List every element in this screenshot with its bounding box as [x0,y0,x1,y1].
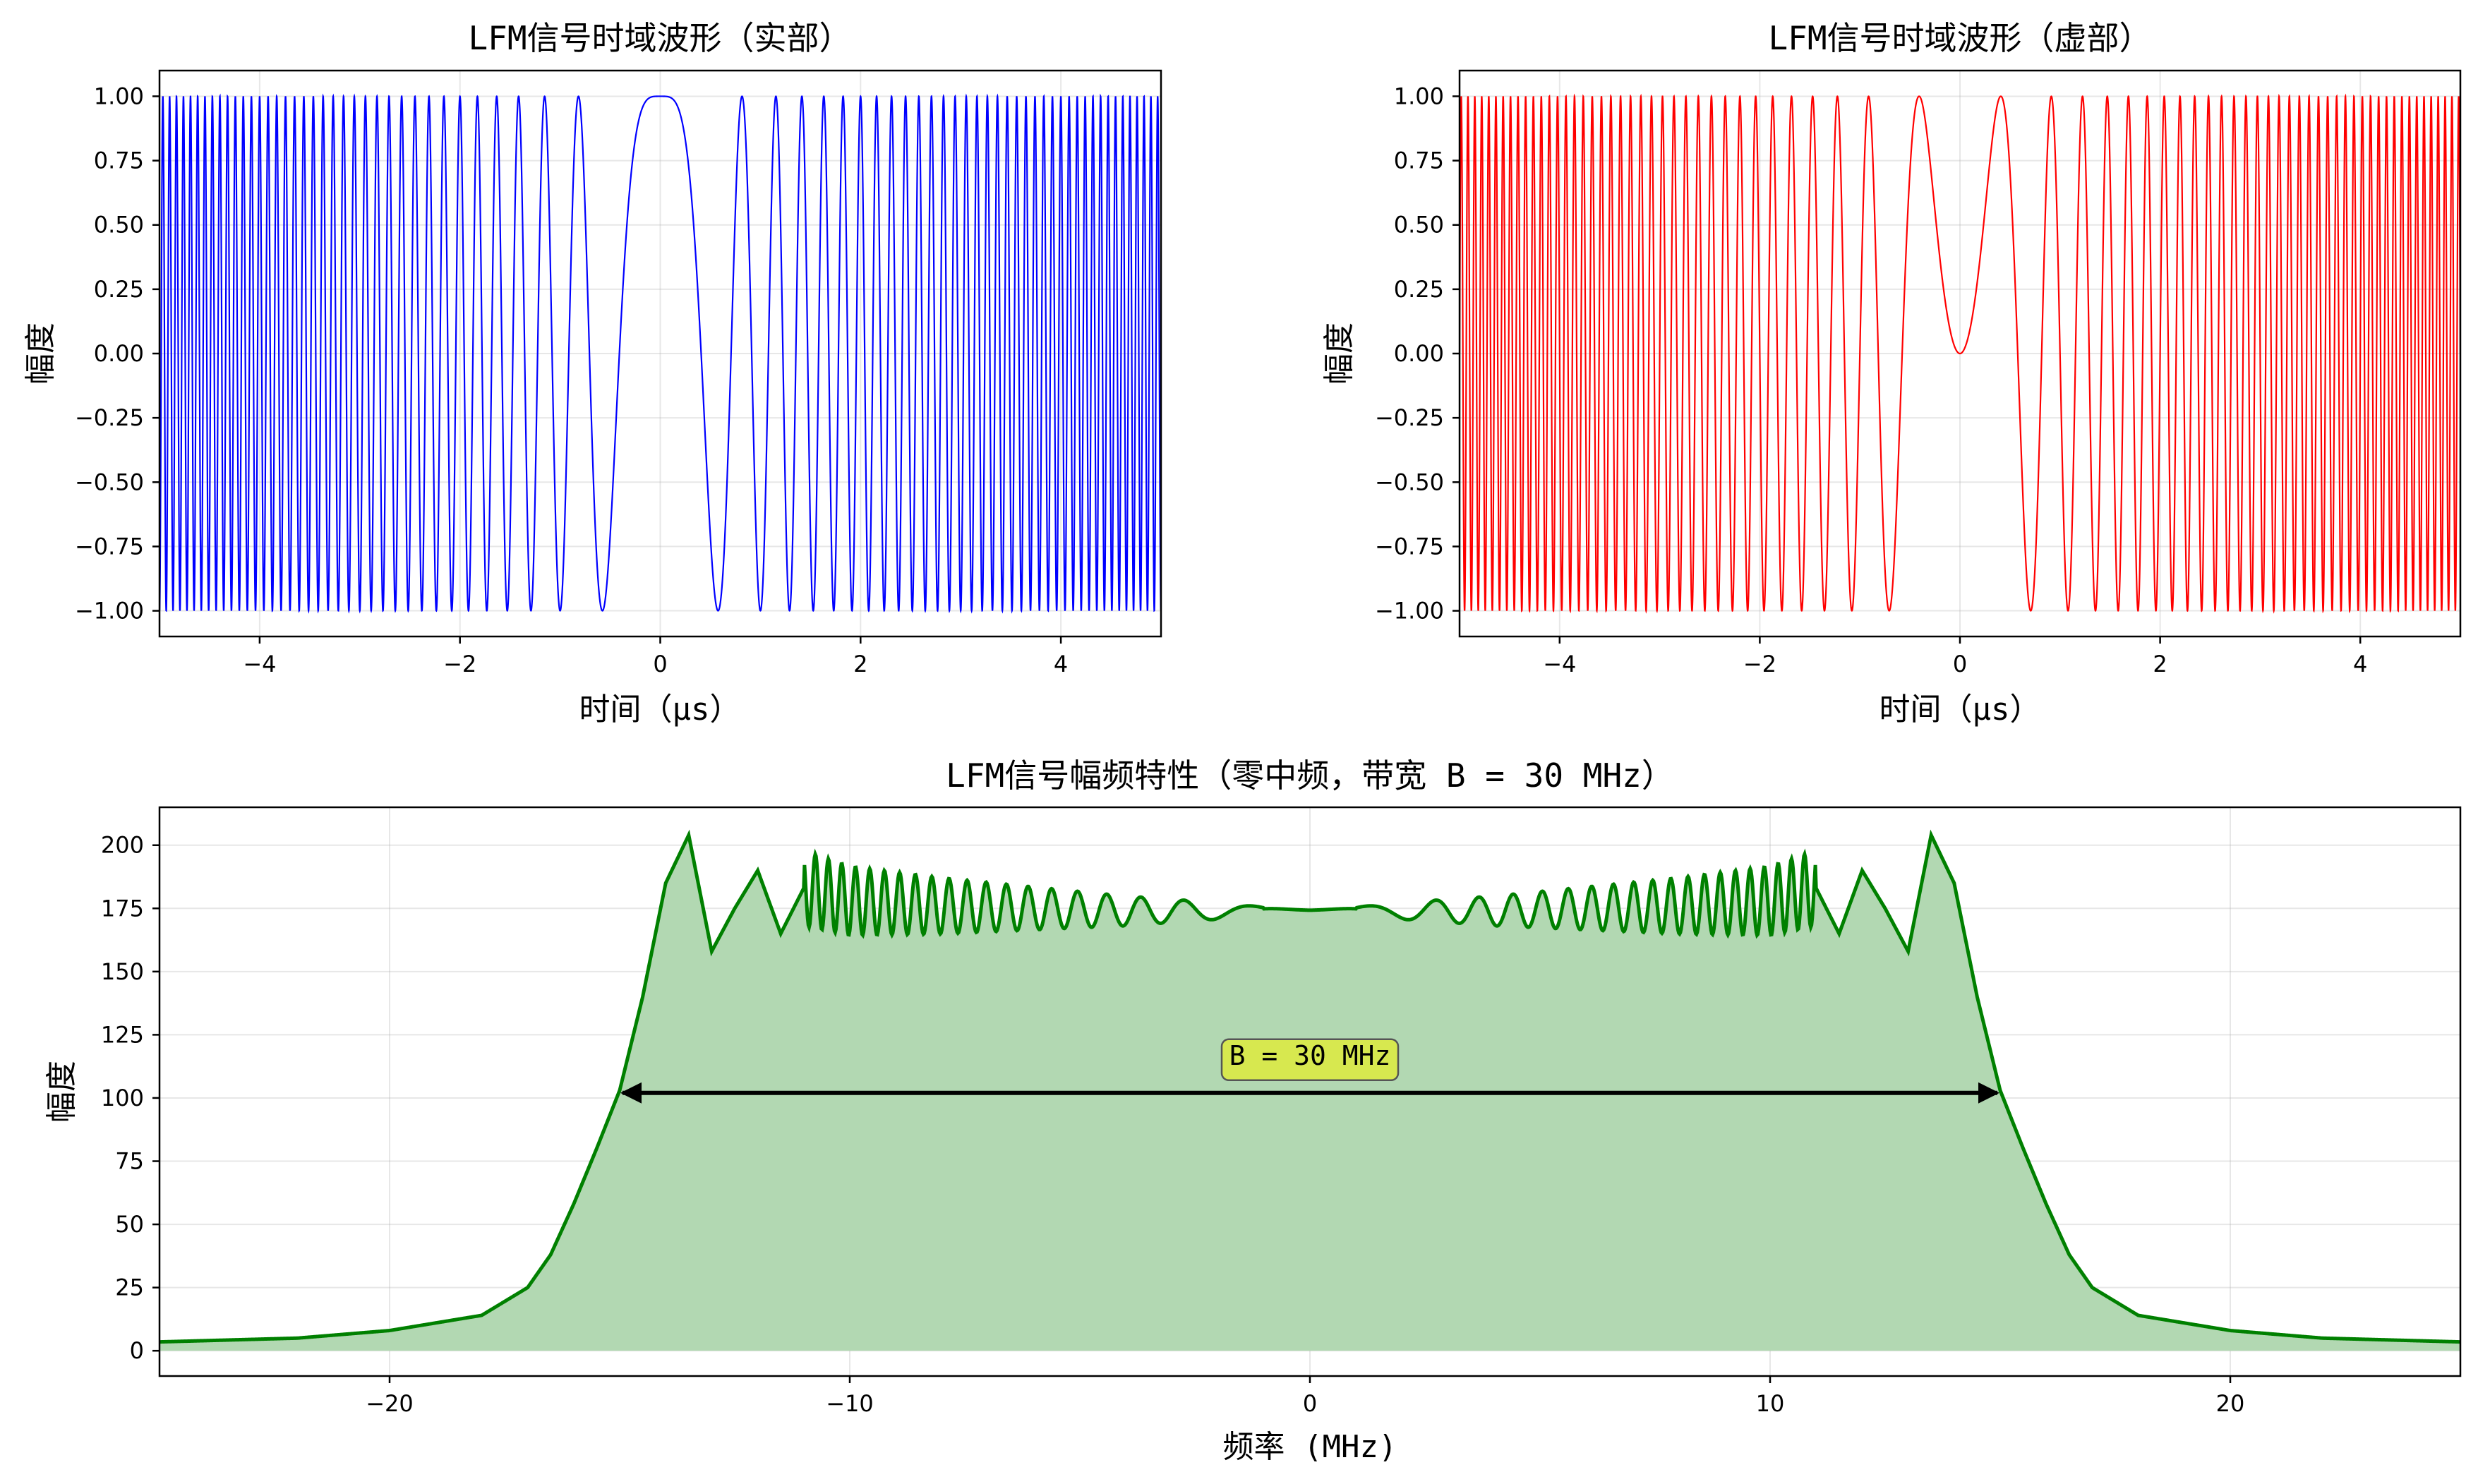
y-tick-label: −0.25 [75,404,144,431]
spectrum-title: LFM信号幅频特性（零中频，带宽 B = 30 MHz） [946,756,1674,795]
y-tick-label: −0.75 [75,533,144,560]
x-tick-label: 2 [2153,651,2167,677]
spectrum-xlabel: 频率 (MHz) [1223,1429,1397,1465]
x-tick-label: −20 [366,1390,414,1417]
y-tick-label: 50 [115,1211,144,1238]
y-tick-label: −0.75 [1375,533,1444,560]
y-tick-label: −0.50 [75,469,144,495]
bandwidth-label: B = 30 MHz [1220,1038,1400,1082]
y-tick-label: 0 [130,1337,144,1364]
imag-part-panel: −4 −2 0 2 4 1.00 0.75 0.50 0.25 0.00 −0.25 −0.50 −0.… [1321,19,2462,728]
real-part-ticks: −4 −2 0 2 4 1.00 0.75 0.50 0.25 0.00 −0.25 −0.50 −0.… [75,83,1068,677]
real-part-ylabel: 幅度 [23,322,59,385]
y-tick-label: 0.00 [1394,340,1444,367]
y-tick-label: 0.75 [1394,147,1444,174]
x-tick-label: 0 [653,651,667,677]
y-tick-label: 175 [101,895,144,922]
spectrum-ticks: −20 −10 0 10 20 200 175 150 125 100 75 50 25 0 [101,832,2244,1417]
y-tick-label: 125 [101,1021,144,1048]
y-tick-label: 1.00 [94,83,144,109]
y-tick-label: 0.75 [94,147,144,174]
real-part-waveform [160,93,1161,614]
x-tick-label: 4 [1054,651,1068,677]
real-part-title: LFM信号时域波形（实部） [468,19,851,57]
y-tick-label: 0.50 [94,212,144,239]
y-tick-label: 0.00 [94,340,144,367]
y-tick-label: −1.00 [1375,598,1444,625]
x-tick-label: 0 [1303,1390,1317,1417]
x-tick-label: 0 [1953,651,1967,677]
x-tick-label: 20 [2216,1390,2245,1417]
x-tick-label: −4 [1543,651,1576,677]
bandwidth-label-box [1220,1038,1400,1082]
y-tick-label: −0.50 [1375,469,1444,495]
x-tick-label: −10 [826,1390,874,1417]
y-tick-label: 75 [115,1148,144,1175]
y-tick-label: −0.25 [1375,404,1444,431]
x-tick-label: −4 [243,651,276,677]
y-tick-label: 1.00 [1394,83,1444,109]
x-tick-label: 4 [2353,651,2367,677]
x-tick-label: 10 [1756,1390,1785,1417]
x-tick-label: −2 [1743,651,1776,677]
spectrum-line [160,829,2460,1344]
x-tick-label: 2 [853,651,867,677]
y-tick-label: 0.50 [1394,212,1444,239]
real-part-panel: −4 −2 0 2 4 1.00 0.75 0.50 0.25 0.00 −0.25 −0.50 −0.… [23,19,1162,728]
real-part-xlabel: 时间（μs） [579,692,741,728]
imag-part-ylabel: 幅度 [1321,322,1357,385]
y-tick-label: 150 [101,958,144,985]
y-tick-label: 25 [115,1274,144,1301]
y-tick-label: −1.00 [75,598,144,625]
x-tick-label: −2 [443,651,476,677]
y-tick-label: 200 [101,832,144,859]
imag-part-xlabel: 时间（μs） [1879,692,2041,728]
y-tick-label: 100 [101,1085,144,1111]
y-tick-label: 0.25 [94,276,144,303]
bandwidth-label-text: B = 30 MHz [1229,1040,1391,1071]
imag-part-waveform [1460,93,2460,614]
spectrum-panel: B = 30 MHz −20 −10 0 10 20 200 175 150 125 100 75 5… [44,756,2462,1465]
imag-part-title: LFM信号时域波形（虚部） [1768,19,2151,57]
spectrum-ylabel: 幅度 [44,1061,80,1123]
y-tick-label: 0.25 [1394,276,1444,303]
imag-part-ticks: −4 −2 0 2 4 1.00 0.75 0.50 0.25 0.00 −0.25 −0.50 −0.… [1375,83,2367,677]
